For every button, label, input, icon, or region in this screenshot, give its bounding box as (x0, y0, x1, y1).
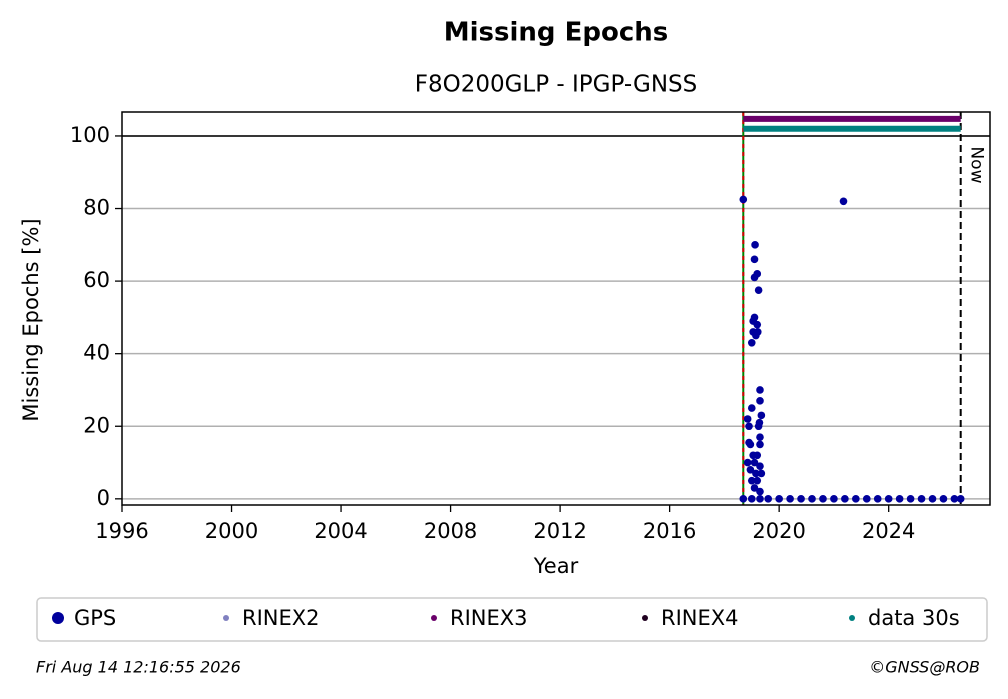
data-point (950, 495, 959, 503)
data-point (939, 495, 948, 503)
x-tick-label: 1996 (95, 519, 148, 543)
legend-marker (431, 615, 437, 621)
data-point (739, 495, 748, 503)
x-tick-label: 2012 (533, 519, 586, 543)
data-point (928, 495, 937, 503)
data-point (743, 458, 752, 467)
legend-label: GPS (74, 606, 116, 630)
data-point (808, 495, 816, 503)
y-tick-label: 80 (83, 196, 110, 220)
x-tick-label: 2024 (862, 519, 915, 543)
legend-label: RINEX2 (242, 606, 320, 630)
data-point (752, 469, 760, 478)
data-point (830, 495, 838, 503)
legend-marker (52, 612, 64, 624)
data-point (747, 404, 756, 412)
plot-frame (121, 111, 991, 506)
x-tick-label: 2020 (752, 519, 805, 543)
data-point (753, 270, 762, 278)
data-point (764, 495, 773, 503)
data-point (747, 495, 756, 503)
data-point (752, 331, 760, 340)
now-label: Now (967, 146, 987, 183)
chart-subtitle: F8O200GLP - IPGP-GNSS (415, 72, 698, 98)
data-point (756, 397, 764, 405)
data-point (746, 466, 755, 474)
data-point (756, 440, 764, 449)
x-tick-label: 2000 (205, 519, 258, 543)
data-point (743, 415, 752, 423)
y-tick-label: 0 (97, 486, 110, 510)
data-point (756, 495, 764, 503)
data-point (884, 495, 893, 503)
data-point (750, 313, 759, 322)
legend-marker (642, 615, 648, 621)
data-point (956, 495, 965, 503)
legend-marker (849, 615, 855, 621)
x-axis-label: Year (533, 554, 579, 578)
data-point (751, 241, 759, 249)
data-point (739, 195, 748, 204)
data-point (750, 255, 759, 264)
legend-label: RINEX3 (450, 606, 528, 630)
data-point (754, 286, 763, 294)
data-point (756, 386, 764, 394)
data-point (756, 462, 764, 470)
chart-title: Missing Epochs (444, 18, 668, 48)
data-point (750, 458, 759, 467)
data-point (862, 495, 871, 503)
data-point (757, 469, 766, 478)
data-point (819, 495, 827, 503)
data-point (753, 476, 762, 485)
data-point (749, 451, 757, 460)
x-tick-label: 2008 (424, 519, 477, 543)
data-point (745, 422, 753, 431)
data-point (745, 438, 753, 447)
data-point (747, 338, 756, 347)
y-axis-label: Missing Epochs [%] (19, 218, 43, 421)
legend-box (36, 597, 988, 642)
data-point (775, 495, 783, 503)
data-point (756, 487, 764, 496)
data-point (841, 495, 849, 503)
data-point (747, 476, 756, 485)
data-point (839, 197, 848, 206)
data-point (750, 484, 759, 492)
legend-marker (223, 615, 229, 621)
data-point (852, 495, 860, 503)
footer-date: Fri Aug 14 12:16:55 2026 (36, 658, 241, 677)
data-point (757, 411, 766, 420)
footer-credit: ©GNSS@ROB (869, 658, 980, 677)
data-point (906, 495, 915, 503)
data-point (754, 422, 763, 431)
x-tick-label: 2004 (314, 519, 367, 543)
y-tick-label: 20 (83, 413, 110, 437)
x-tick-label: 2016 (643, 519, 696, 543)
y-tick-label: 60 (83, 268, 110, 292)
legend-label: RINEX4 (661, 606, 739, 630)
data-point (895, 495, 904, 503)
data-point (756, 433, 764, 441)
data-point (797, 495, 805, 503)
data-point (786, 495, 794, 503)
data-point (917, 495, 926, 503)
y-tick-label: 100 (70, 123, 110, 147)
legend-label: data 30s (868, 606, 960, 630)
data-point (753, 320, 762, 329)
y-tick-label: 40 (83, 341, 110, 365)
data-point (873, 495, 882, 503)
